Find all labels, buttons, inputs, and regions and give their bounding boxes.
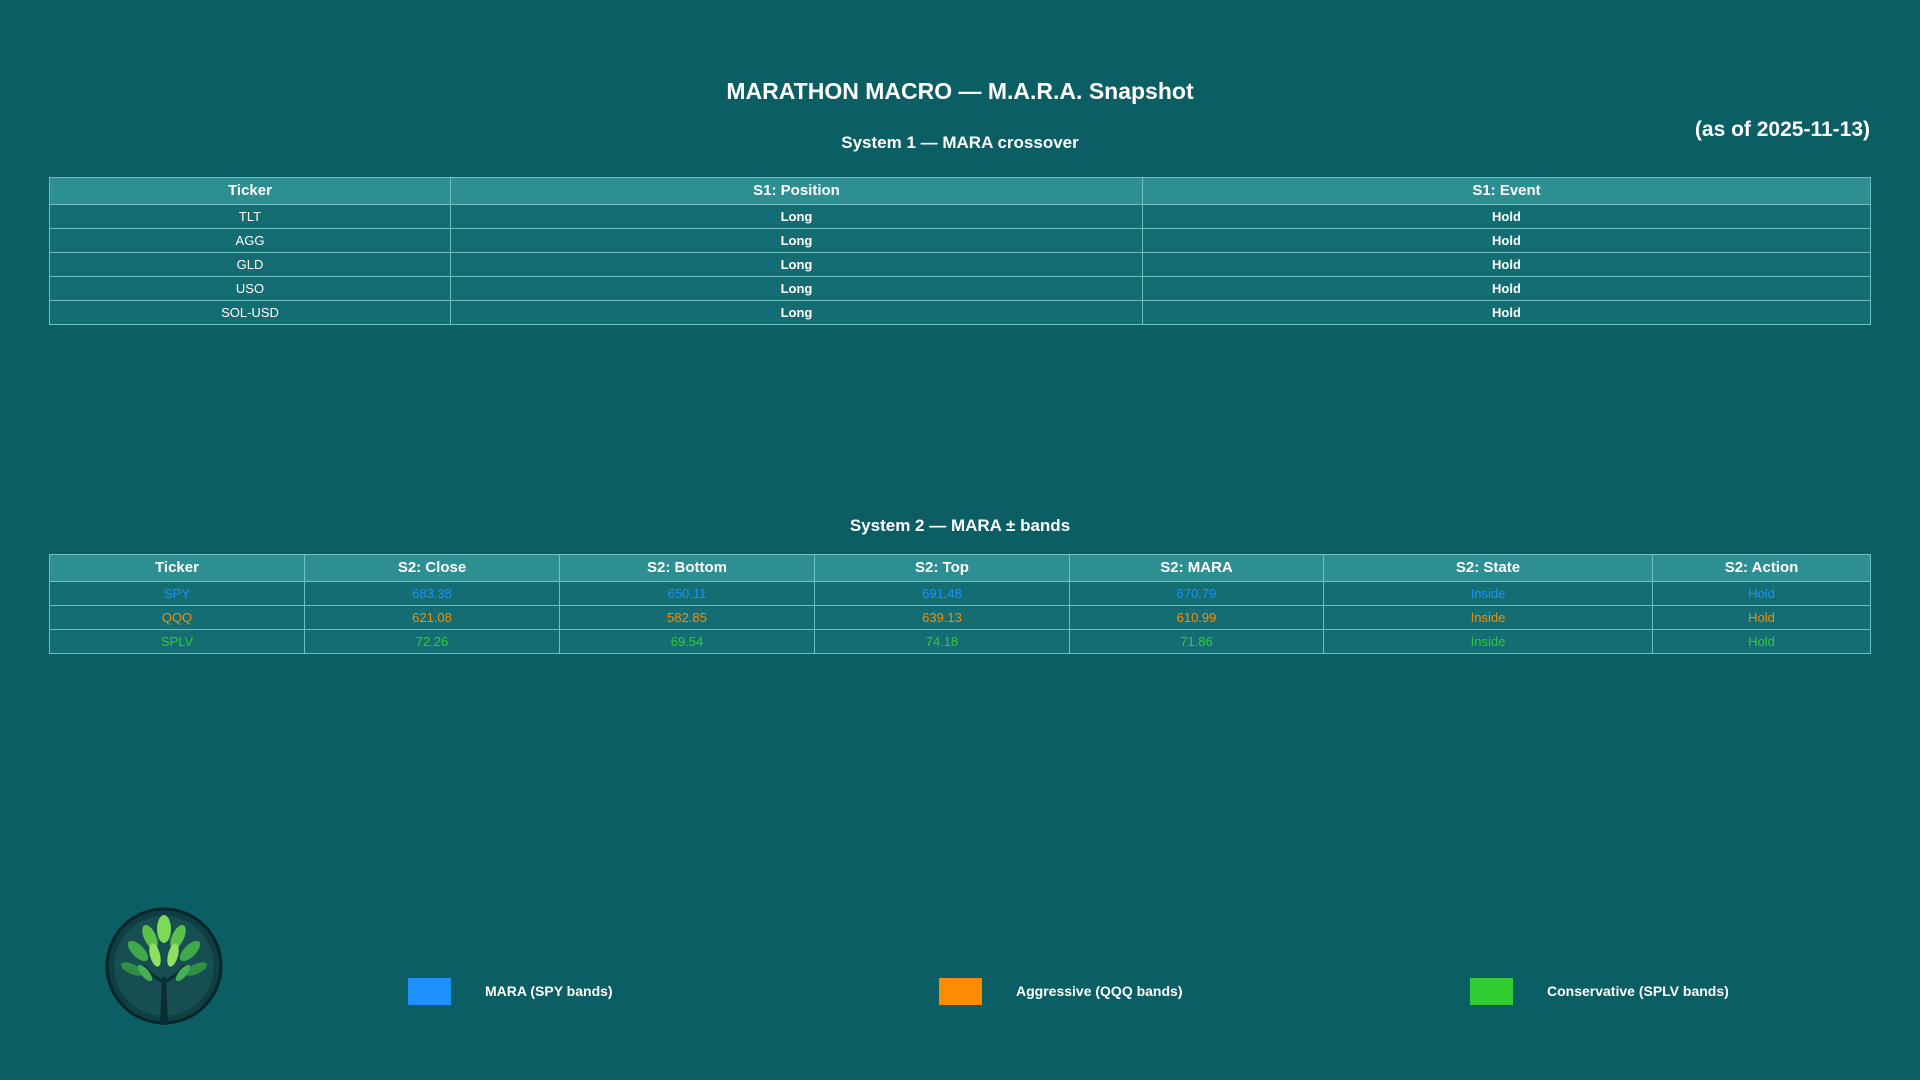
event-cell: Hold	[1142, 300, 1871, 325]
event-cell: Hold	[1142, 252, 1871, 277]
action-cell: Hold	[1652, 605, 1871, 630]
legend-item-aggressive: Aggressive (QQQ bands)	[939, 977, 1182, 1005]
column-header-ticker: Ticker	[49, 177, 451, 205]
legend-item-conservative: Conservative (SPLV bands)	[1470, 977, 1729, 1005]
legend-swatch	[408, 977, 451, 1005]
state-cell: Inside	[1323, 581, 1653, 606]
column-header-s2-state: S2: State	[1323, 554, 1653, 582]
state-cell: Inside	[1323, 629, 1653, 654]
system2-title: System 2 — MARA ± bands	[849, 516, 1071, 535]
event-cell: Hold	[1142, 204, 1871, 229]
column-header-s2-action: S2: Action	[1652, 554, 1871, 582]
top-cell: 74.18	[814, 629, 1070, 654]
column-header-s1-event: S1: Event	[1142, 177, 1871, 205]
close-cell: 683.38	[304, 581, 560, 606]
table-row: SPLV 72.26 69.54 74.18 71.86 Inside Hold	[49, 629, 1871, 654]
legend-label: Aggressive (QQQ bands)	[1016, 983, 1183, 999]
state-cell: Inside	[1323, 605, 1653, 630]
column-header-s1-position: S1: Position	[450, 177, 1143, 205]
system2-table: Ticker S2: Close S2: Bottom S2: Top S2: …	[49, 554, 1871, 654]
close-cell: 621.08	[304, 605, 560, 630]
close-cell: 72.26	[304, 629, 560, 654]
action-cell: Hold	[1652, 629, 1871, 654]
legend-item-mara: MARA (SPY bands)	[408, 977, 613, 1005]
system1-header-row: Ticker S1: Position S1: Event	[49, 177, 1871, 205]
legend-label: Conservative (SPLV bands)	[1547, 983, 1729, 999]
event-cell: Hold	[1142, 228, 1871, 253]
ticker-cell: GLD	[49, 252, 451, 277]
position-cell: Long	[450, 276, 1143, 301]
column-header-ticker: Ticker	[49, 554, 305, 582]
bottom-cell: 650.11	[559, 581, 815, 606]
table-row: SOL-USD Long Hold	[49, 300, 1871, 325]
table-row: QQQ 621.08 582.85 639.13 610.99 Inside H…	[49, 605, 1871, 630]
legend-swatch	[939, 977, 982, 1005]
mara-cell: 610.99	[1069, 605, 1324, 630]
as-of-date: (as of 2025-11-13)	[1694, 118, 1870, 141]
position-cell: Long	[450, 252, 1143, 277]
table-row: GLD Long Hold	[49, 252, 1871, 277]
ticker-cell: AGG	[49, 228, 451, 253]
tree-logo-icon	[105, 907, 223, 1029]
mara-cell: 71.86	[1069, 629, 1324, 654]
legend-swatch	[1470, 977, 1513, 1005]
table-row: TLT Long Hold	[49, 204, 1871, 229]
event-cell: Hold	[1142, 276, 1871, 301]
ticker-cell: SPLV	[49, 629, 305, 654]
system2-header-row: Ticker S2: Close S2: Bottom S2: Top S2: …	[49, 554, 1871, 582]
position-cell: Long	[450, 300, 1143, 325]
column-header-s2-top: S2: Top	[814, 554, 1070, 582]
top-cell: 639.13	[814, 605, 1070, 630]
table-row: AGG Long Hold	[49, 228, 1871, 253]
table-row: SPY 683.38 650.11 691.48 670.79 Inside H…	[49, 581, 1871, 606]
top-cell: 691.48	[814, 581, 1070, 606]
page-title: MARATHON MACRO — M.A.R.A. Snapshot	[726, 78, 1194, 104]
ticker-cell: TLT	[49, 204, 451, 229]
column-header-s2-close: S2: Close	[304, 554, 560, 582]
mara-cell: 670.79	[1069, 581, 1324, 606]
table-row: USO Long Hold	[49, 276, 1871, 301]
system1-table: Ticker S1: Position S1: Event TLT Long H…	[49, 177, 1871, 325]
column-header-s2-bottom: S2: Bottom	[559, 554, 815, 582]
column-header-s2-mara: S2: MARA	[1069, 554, 1324, 582]
bottom-cell: 582.85	[559, 605, 815, 630]
ticker-cell: SOL-USD	[49, 300, 451, 325]
ticker-cell: USO	[49, 276, 451, 301]
ticker-cell: SPY	[49, 581, 305, 606]
legend-label: MARA (SPY bands)	[485, 983, 613, 999]
bottom-cell: 69.54	[559, 629, 815, 654]
position-cell: Long	[450, 228, 1143, 253]
action-cell: Hold	[1652, 581, 1871, 606]
position-cell: Long	[450, 204, 1143, 229]
system1-title: System 1 — MARA crossover	[841, 133, 1079, 152]
ticker-cell: QQQ	[49, 605, 305, 630]
